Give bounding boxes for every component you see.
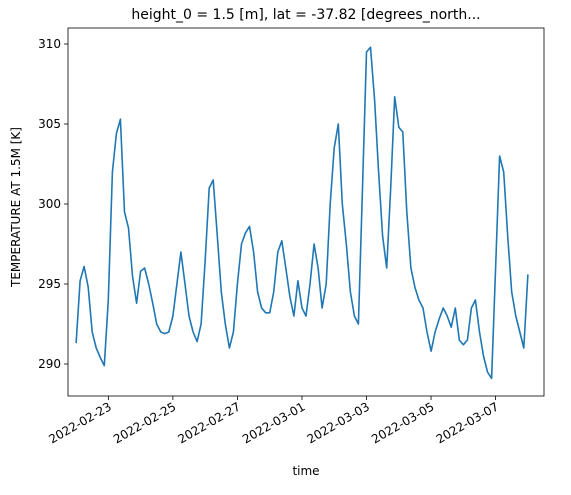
x-tick-label: 2022-02-25 [111,399,178,446]
x-tick-label: 2022-03-01 [240,399,307,446]
y-tick-label: 310 [38,37,61,51]
y-tick-label: 290 [38,357,61,371]
x-tick-label: 2022-02-23 [46,399,113,446]
temperature-series-line [75,46,529,380]
plot-frame [67,27,545,397]
y-axis-label: TEMPERATURE AT 1.5M [K] [9,127,23,288]
x-tick-label: 2022-03-07 [434,399,501,446]
x-axis-label: time [292,464,319,478]
x-tick-label: 2022-02-27 [176,399,243,446]
chart-title: height_0 = 1.5 [m], lat = -37.82 [degree… [131,7,480,23]
y-tick-label: 305 [38,117,61,131]
y-tick-label: 300 [38,197,61,211]
y-axis-ticks: 290 295 300 305 310 [38,37,68,371]
y-tick-label: 295 [38,277,61,291]
x-tick-label: 2022-03-05 [369,399,436,446]
x-axis-ticks: 2022-02-232022-02-252022-02-272022-03-01… [46,396,501,446]
x-tick-label: 2022-03-03 [305,399,372,446]
plot-area [75,46,529,380]
